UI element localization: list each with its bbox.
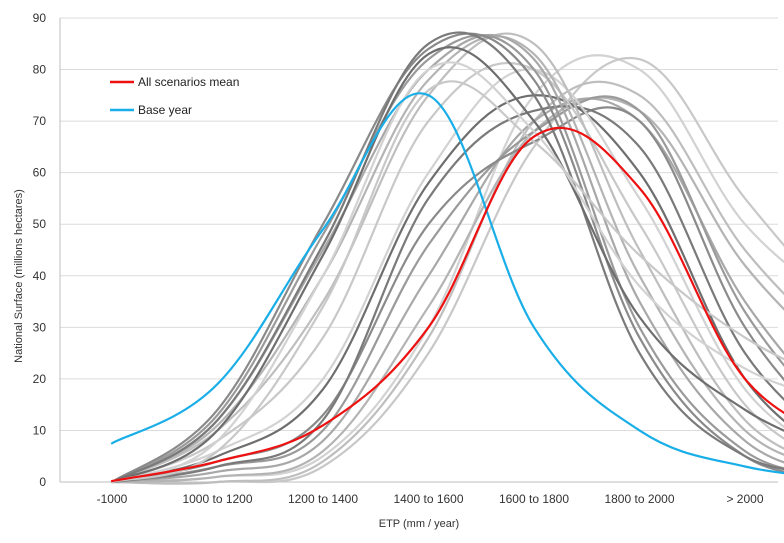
- x-tick-label: 1800 to 2000: [604, 492, 674, 506]
- scenario-line: [110, 46, 784, 484]
- y-tick-label: 80: [33, 63, 47, 77]
- x-tick-label: > 2000: [726, 492, 763, 506]
- x-tick-label: 1000 to 1200: [182, 492, 252, 506]
- scenario-lines: [110, 31, 784, 485]
- scenario-line: [110, 105, 784, 484]
- x-tick-label: 1200 to 1400: [288, 492, 358, 506]
- grid-lines: [60, 17, 778, 431]
- series-line: [110, 126, 784, 483]
- scenario-line: [110, 96, 784, 484]
- y-axis-title: National Surface (millions hectares): [13, 189, 25, 363]
- scenario-line: [110, 31, 784, 484]
- legend: All scenarios mean Base year: [110, 75, 239, 117]
- series-line: [110, 92, 784, 475]
- y-tick-label: 10: [33, 423, 47, 437]
- y-tick-label: 0: [39, 475, 46, 489]
- legend-label: All scenarios mean: [138, 75, 239, 89]
- scenario-line: [110, 80, 784, 484]
- axes: [59, 18, 778, 483]
- scenario-line: [110, 54, 784, 484]
- x-tick-label: 1600 to 1800: [499, 492, 569, 506]
- x-axis-title: ETP (mm / year): [379, 518, 459, 530]
- scenario-line: [110, 68, 784, 484]
- highlight-series: [110, 92, 784, 483]
- scenario-line: [110, 94, 784, 484]
- scenario-line: [110, 61, 784, 484]
- y-tick-label: 30: [33, 320, 47, 334]
- x-tick-label: -1000: [97, 492, 128, 506]
- y-tick-label: 20: [33, 372, 47, 386]
- y-tick-label: 50: [33, 217, 47, 231]
- y-tick-label: 60: [33, 166, 47, 180]
- legend-label: Base year: [138, 103, 192, 117]
- y-tick-label: 40: [33, 269, 47, 283]
- y-tick-label: 70: [33, 114, 47, 128]
- scenario-line: [110, 32, 784, 484]
- y-tick-label: 90: [33, 11, 47, 25]
- tick-labels: 0 10 20 30 40 50 60 70 80 90 -1000 1000 to 1200 1200…: [33, 11, 764, 506]
- x-tick-label: 1400 to 1600: [393, 492, 463, 506]
- scenario-line: [110, 97, 784, 484]
